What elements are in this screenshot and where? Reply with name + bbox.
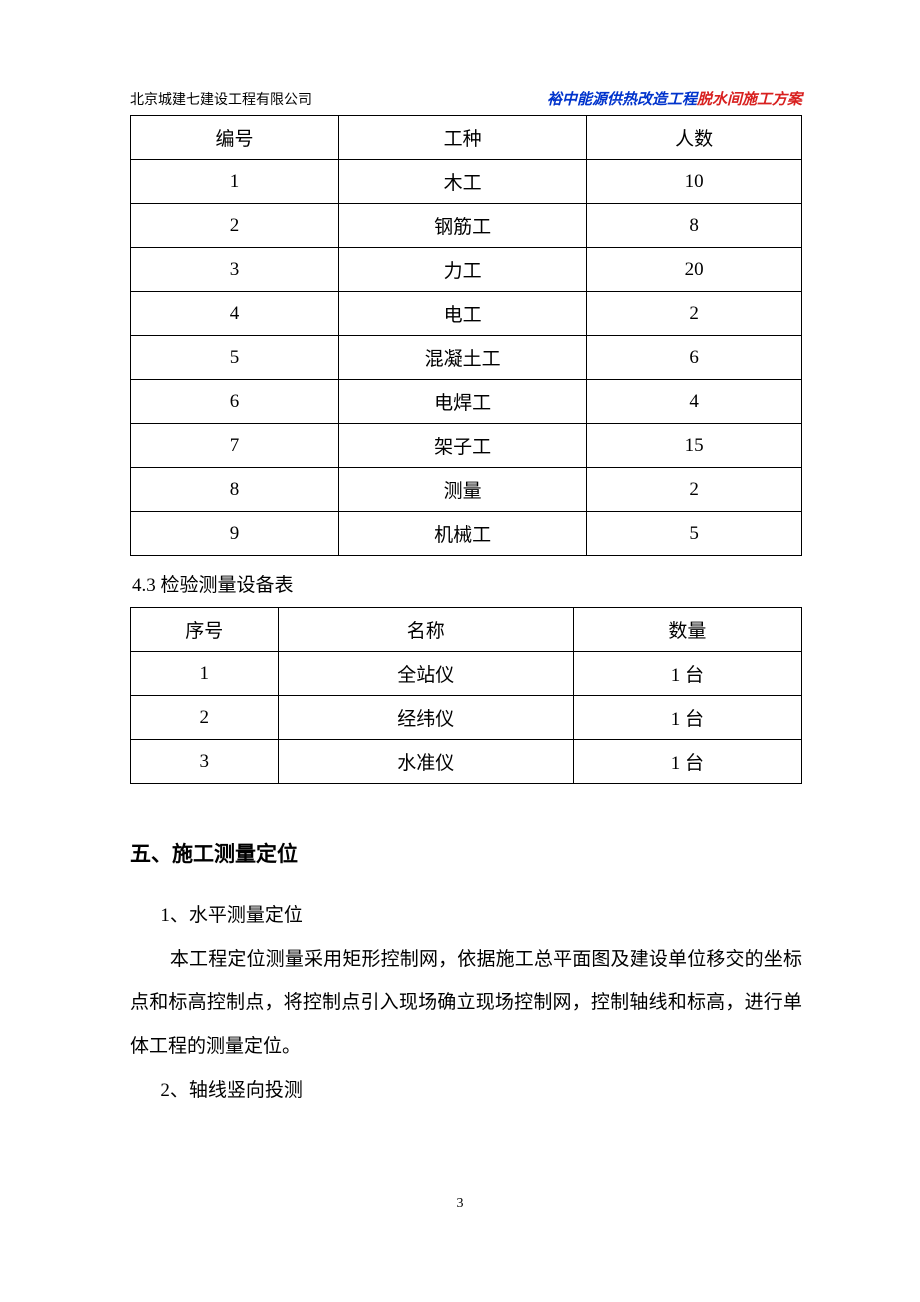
cell: 8: [131, 468, 339, 512]
cell: 1: [131, 652, 279, 696]
table-header-row: 序号 名称 数量: [131, 608, 802, 652]
cell: 1: [131, 160, 339, 204]
cell: 混凝土工: [339, 336, 587, 380]
cell: 1 台: [573, 696, 801, 740]
page-header: 北京城建七建设工程有限公司 裕中能源供热改造工程脱水间施工方案: [130, 88, 802, 109]
cell: 6: [587, 336, 802, 380]
cell: 4: [587, 380, 802, 424]
header-project-blue: 裕中能源供热改造工程: [547, 92, 697, 108]
cell: 力工: [339, 248, 587, 292]
cell: 1 台: [573, 740, 801, 784]
cell: 5: [131, 336, 339, 380]
table-row: 4电工2: [131, 292, 802, 336]
table-row: 8测量2: [131, 468, 802, 512]
col-header: 名称: [278, 608, 573, 652]
cell: 9: [131, 512, 339, 556]
cell: 1 台: [573, 652, 801, 696]
cell: 20: [587, 248, 802, 292]
cell: 木工: [339, 160, 587, 204]
cell: 架子工: [339, 424, 587, 468]
page-number: 3: [0, 1196, 920, 1212]
paragraph: 本工程定位测量采用矩形控制网，依据施工总平面图及建设单位移交的坐标点和标高控制点…: [130, 938, 802, 1069]
cell: 4: [131, 292, 339, 336]
cell: 3: [131, 248, 339, 292]
subsection-5-1-title: 1、水平测量定位: [130, 894, 802, 938]
table-row: 2经纬仪1 台: [131, 696, 802, 740]
cell: 10: [587, 160, 802, 204]
table-row: 3水准仪1 台: [131, 740, 802, 784]
col-header: 人数: [587, 116, 802, 160]
col-header: 数量: [573, 608, 801, 652]
header-company: 北京城建七建设工程有限公司: [130, 89, 312, 109]
table-row: 5混凝土工6: [131, 336, 802, 380]
cell: 2: [587, 468, 802, 512]
cell: 2: [587, 292, 802, 336]
cell: 5: [587, 512, 802, 556]
header-project: 裕中能源供热改造工程脱水间施工方案: [547, 88, 802, 109]
cell: 钢筋工: [339, 204, 587, 248]
table-row: 1全站仪1 台: [131, 652, 802, 696]
cell: 2: [131, 204, 339, 248]
col-header: 序号: [131, 608, 279, 652]
equipment-table: 序号 名称 数量 1全站仪1 台 2经纬仪1 台 3水准仪1 台: [130, 607, 802, 784]
cell: 测量: [339, 468, 587, 512]
section-5-title: 五、施工测量定位: [130, 838, 802, 868]
cell: 全站仪: [278, 652, 573, 696]
cell: 8: [587, 204, 802, 248]
header-project-red: 脱水间施工方案: [697, 92, 802, 108]
cell: 2: [131, 696, 279, 740]
col-header: 编号: [131, 116, 339, 160]
table-row: 2钢筋工8: [131, 204, 802, 248]
cell: 15: [587, 424, 802, 468]
cell: 7: [131, 424, 339, 468]
cell: 电焊工: [339, 380, 587, 424]
table-row: 3力工20: [131, 248, 802, 292]
table-row: 6电焊工4: [131, 380, 802, 424]
col-header: 工种: [339, 116, 587, 160]
personnel-table: 编号 工种 人数 1木工10 2钢筋工8 3力工20 4电工2 5混凝土工6 6…: [130, 115, 802, 556]
cell: 电工: [339, 292, 587, 336]
table-row: 1木工10: [131, 160, 802, 204]
section-4-3-title: 4.3 检验测量设备表: [132, 570, 802, 597]
subsection-5-2-title: 2、轴线竖向投测: [130, 1069, 802, 1113]
cell: 机械工: [339, 512, 587, 556]
section-5-body: 1、水平测量定位 本工程定位测量采用矩形控制网，依据施工总平面图及建设单位移交的…: [130, 894, 802, 1112]
cell: 水准仪: [278, 740, 573, 784]
cell: 3: [131, 740, 279, 784]
table-row: 7架子工15: [131, 424, 802, 468]
cell: 6: [131, 380, 339, 424]
cell: 经纬仪: [278, 696, 573, 740]
table-row: 9机械工5: [131, 512, 802, 556]
table-header-row: 编号 工种 人数: [131, 116, 802, 160]
